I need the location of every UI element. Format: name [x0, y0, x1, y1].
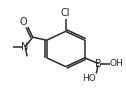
Text: Cl: Cl [61, 8, 70, 18]
Text: O: O [20, 17, 27, 27]
Text: B: B [95, 59, 102, 69]
Text: HO: HO [82, 74, 96, 83]
Text: N: N [21, 42, 28, 52]
Text: OH: OH [110, 59, 124, 68]
